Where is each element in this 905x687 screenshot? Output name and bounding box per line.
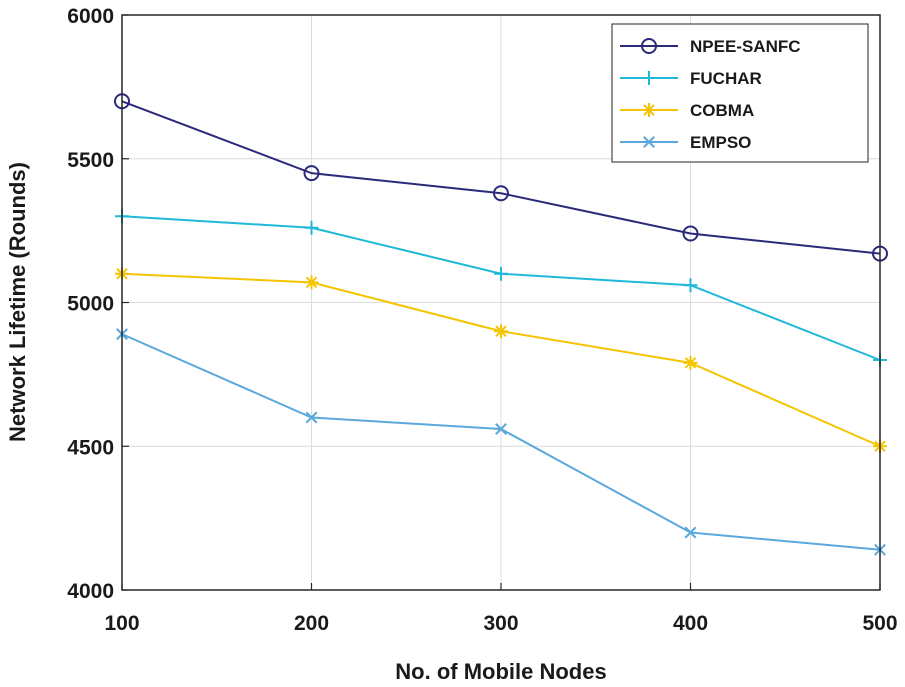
data-point-fuchar (304, 220, 319, 235)
legend-swatch-marker (642, 103, 656, 117)
y-axis-title: Network Lifetime (Rounds) (5, 162, 30, 442)
legend-swatch-marker (641, 38, 657, 54)
y-tick-label: 5500 (67, 149, 114, 172)
x-tick-label: 300 (483, 612, 518, 635)
data-point-npee-sanfc (493, 185, 509, 202)
data-point-npee-sanfc (682, 225, 699, 242)
x-tick-label: 100 (104, 612, 139, 635)
data-point-empso (684, 526, 697, 539)
x-axis-title: No. of Mobile Nodes (395, 659, 606, 684)
legend: NPEE-SANFC FUCHAR COBMA EMPSO (611, 23, 869, 163)
series-line-npee-sanfc (121, 100, 881, 255)
legend-entry-empso: EMPSO (620, 133, 751, 152)
data-point-empso (495, 423, 507, 435)
x-tick-label: 400 (673, 612, 708, 635)
data-point-empso (305, 411, 318, 424)
y-tick-label: 5000 (67, 293, 114, 316)
tick-labels: 100 200 300 400 500 4000 4500 5000 5500 6000 (67, 5, 897, 635)
y-tick-label: 4500 (67, 436, 114, 459)
legend-label: COBMA (690, 101, 754, 120)
legend-entry-fuchar: FUCHAR (620, 69, 762, 88)
data-point-cobma (304, 275, 319, 290)
data-point-fuchar (683, 278, 698, 293)
legend-swatch-marker (643, 136, 655, 148)
legend-label: NPEE-SANFC (690, 37, 801, 56)
plot-frame (121, 14, 881, 591)
series-group (114, 93, 888, 556)
legend-entry-cobma: COBMA (620, 101, 754, 120)
y-tick-label: 4000 (67, 580, 114, 603)
x-tick-label: 200 (294, 612, 329, 635)
legend-label: EMPSO (690, 133, 751, 152)
data-point-cobma (683, 355, 698, 370)
series-cobma (115, 266, 887, 454)
data-point-cobma (494, 324, 508, 339)
y-tick-label: 6000 (67, 5, 114, 28)
data-point-npee-sanfc (303, 165, 320, 182)
x-tick-label: 500 (862, 612, 897, 635)
legend-swatch-marker (642, 71, 656, 85)
data-point-fuchar (494, 266, 508, 281)
legend-entry-npee-sanfc: NPEE-SANFC (620, 37, 801, 56)
legend-label: FUCHAR (690, 69, 762, 88)
